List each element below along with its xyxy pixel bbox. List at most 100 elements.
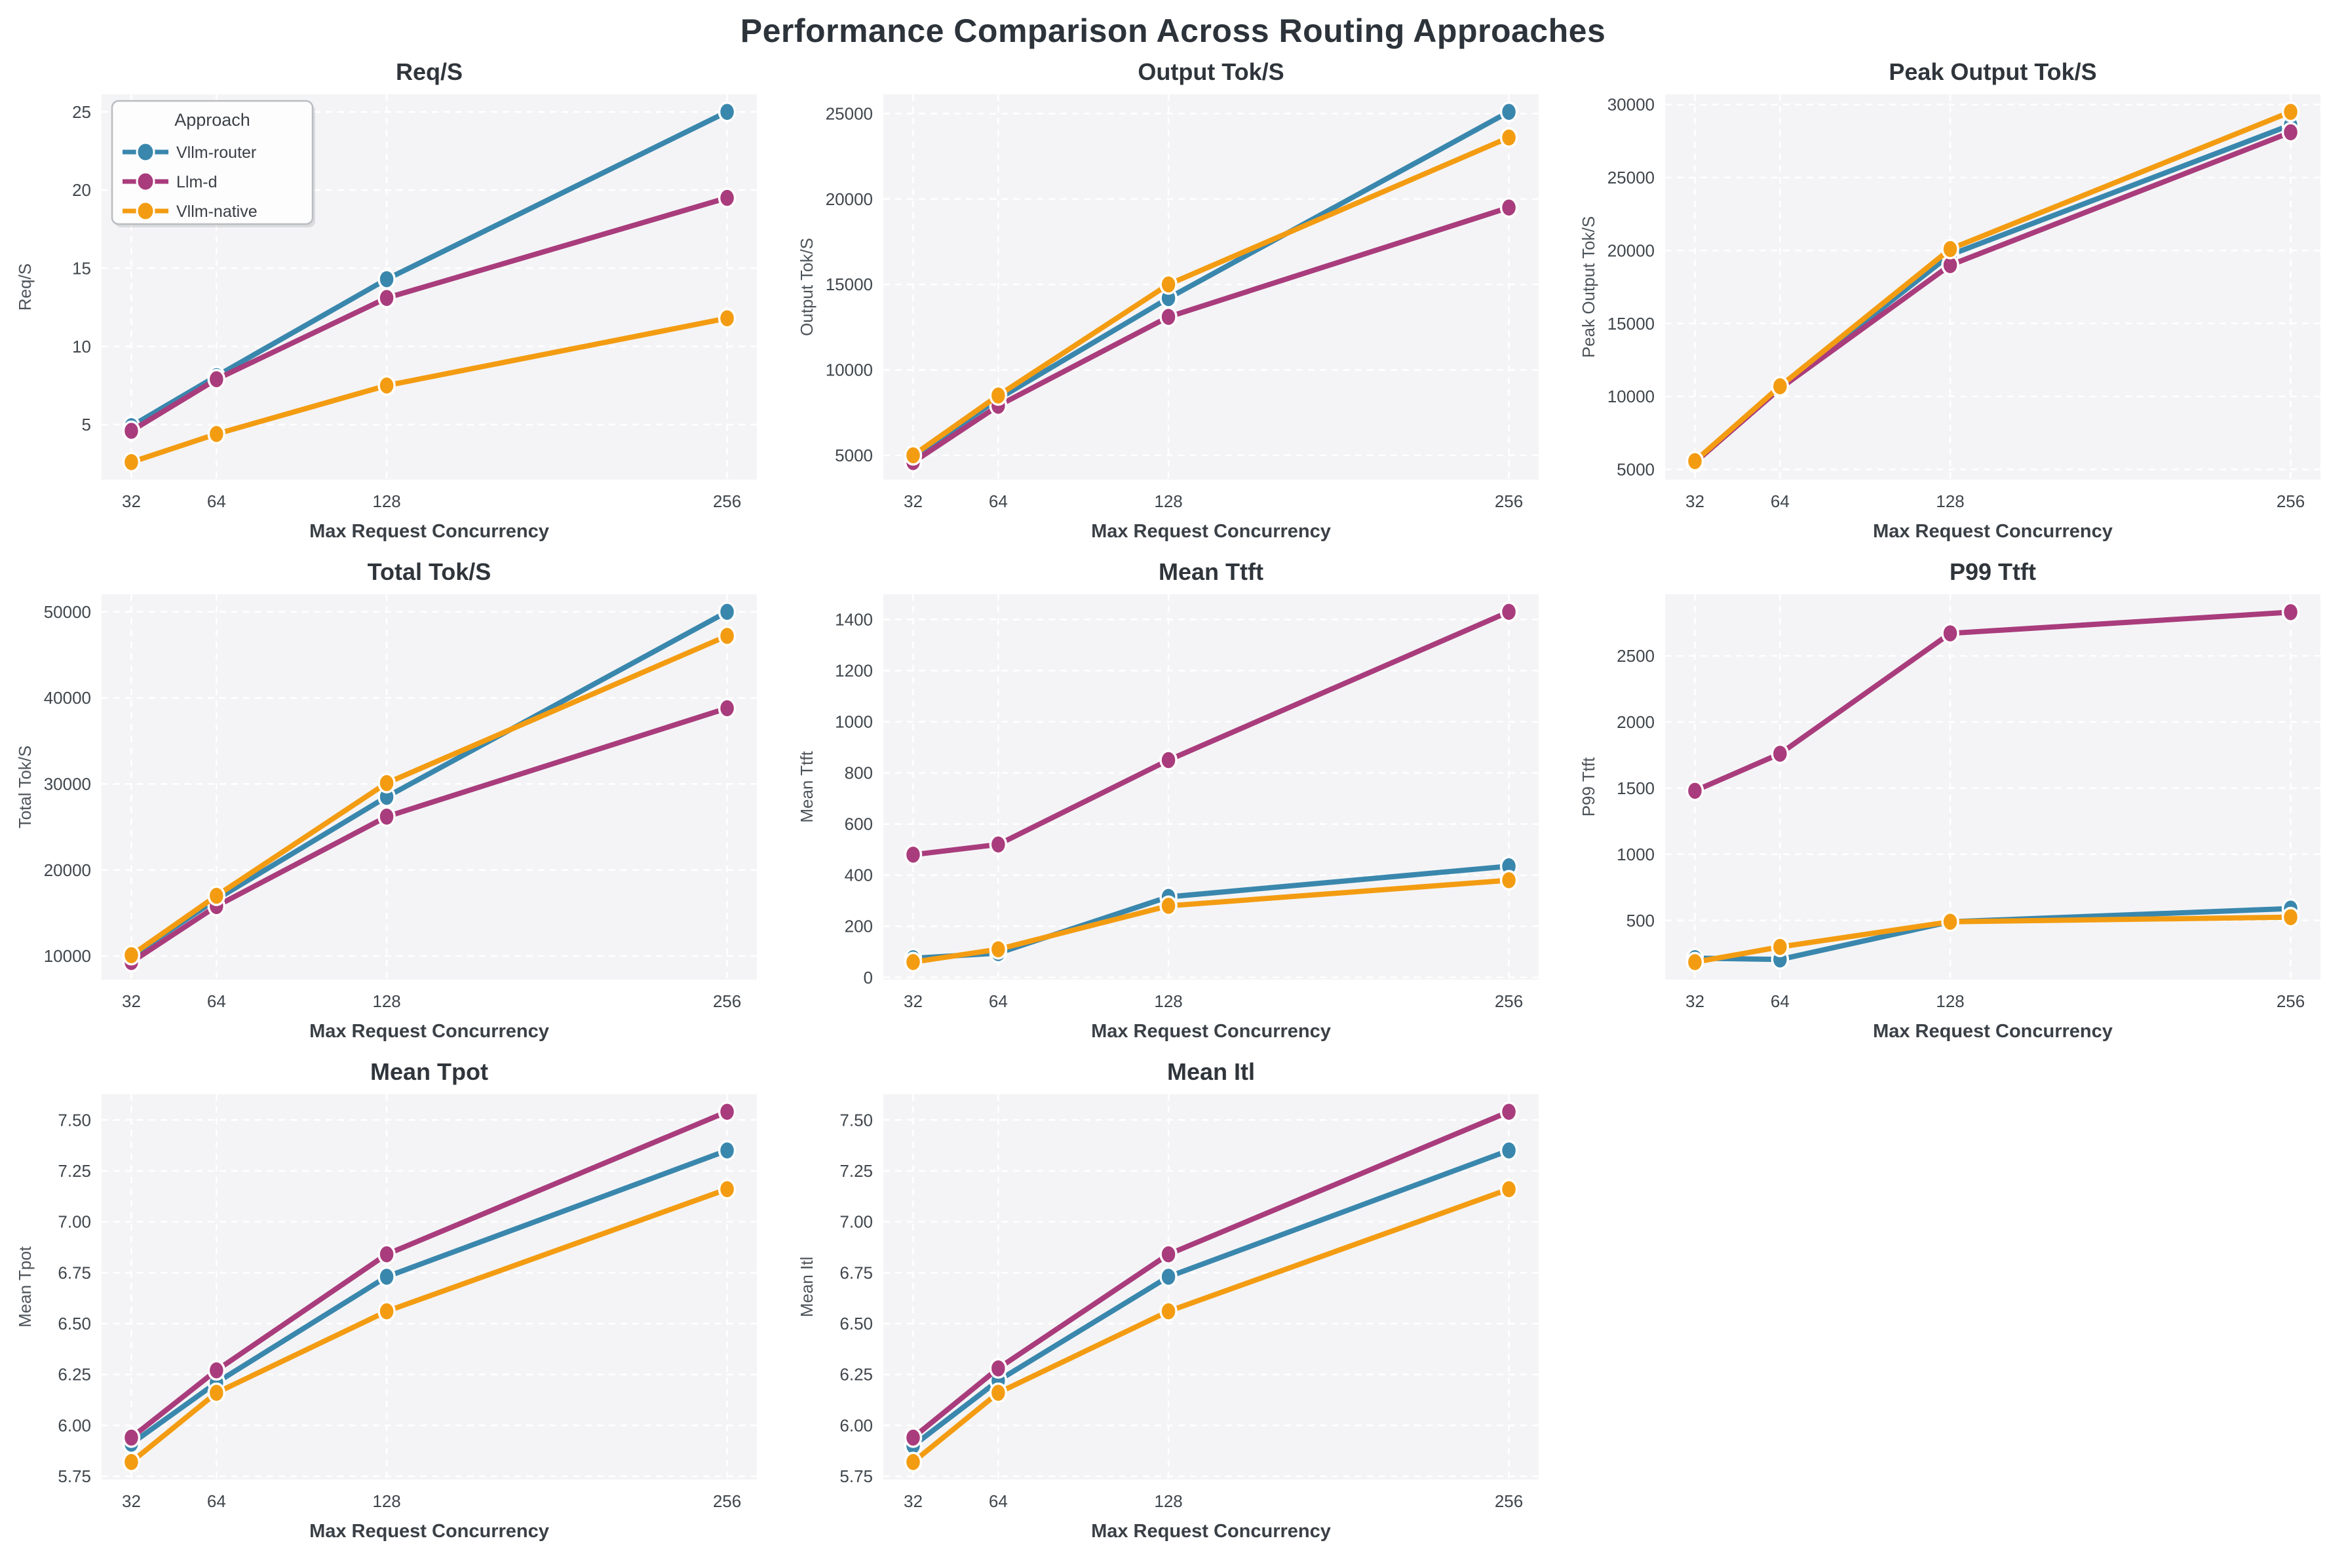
data-point-llm-d [1940,622,1959,644]
x-tick-label: 64 [1770,491,1789,511]
chart-title: Peak Output Tok/S [1889,58,2096,85]
y-tick-label: 15000 [825,275,872,294]
y-axis-label: Mean Tpot [15,1246,35,1328]
data-point-vllm-native [2281,906,2299,928]
chart-title: Req/S [395,58,462,85]
chart-mean-itl: Mean Itl 5.75 6.00 6.25 6.50 6.75 7.00 7.25 7.50… [782,1054,1564,1554]
data-point-vllm-native [1771,936,1789,957]
x-tick-label: 128 [1154,491,1182,511]
data-point-llm-d [1159,750,1178,771]
chart-title: P99 Ttft [1949,558,2035,585]
data-point-vllm-native [207,885,225,906]
data-point-vllm-native [122,1451,140,1473]
x-tick-label: 32 [903,1491,922,1511]
legend-item-llm-d: Llm-d [176,173,218,191]
data-point-vllm-native [1159,274,1178,295]
data-point-vllm-native [1499,870,1518,891]
y-tick-label: 5 [81,415,90,434]
data-point-llm-d [1159,306,1178,328]
data-point-vllm-native [377,375,396,396]
data-point-vllm-native [377,1301,396,1322]
data-point-vllm-native [1940,911,1959,932]
x-axis-label: Max Request Concurrency [1873,521,2113,542]
data-point-llm-d [1159,1244,1178,1265]
chart-title: Mean Itl [1166,1058,1254,1085]
data-point-llm-d [2281,122,2299,143]
data-point-vllm-native [1159,895,1178,917]
y-tick-label: 10000 [43,946,90,966]
data-point-llm-d [207,1360,225,1381]
y-tick-label: 1500 [1617,778,1655,798]
y-tick-label: 1000 [1617,845,1655,864]
y-tick-label: 200 [844,917,872,936]
x-tick-label: 64 [988,491,1007,511]
x-tick-label: 64 [206,1491,225,1511]
y-tick-label: 7.50 [58,1110,91,1130]
data-point-llm-d [377,806,396,828]
x-axis-label: Max Request Concurrency [1873,1021,2113,1042]
y-tick-label: 50000 [43,602,90,622]
series-line-llm-d [910,1109,1512,1440]
data-point-vllm-native [989,1382,1007,1404]
chart-canvas: Total Tok/S 10000 20000 30000 40000 50000 32 64… [15,558,757,1042]
data-point-vllm-router [718,101,736,123]
plot-area [883,594,1539,980]
y-tick-label: 25 [72,102,91,122]
data-point-vllm-router [377,1266,396,1288]
series-line-vllm-native [1691,914,2294,965]
legend-item-vllm-router: Vllm-router [176,143,256,162]
y-tick-label: 15 [72,258,91,278]
x-tick-label: 64 [206,991,225,1011]
plot-area [1664,94,2320,480]
x-tick-label: 32 [1685,991,1704,1011]
data-point-vllm-native [718,1179,736,1200]
y-tick-label: 10 [72,337,91,356]
x-tick-label: 256 [1494,991,1522,1011]
x-tick-label: 256 [2276,491,2304,511]
x-tick-label: 32 [121,1491,140,1511]
legend: Approach Vllm-router Llm-d Vllm-native [111,100,315,227]
data-point-vllm-router [718,601,736,622]
series-line-vllm-native [128,633,730,958]
y-tick-label: 10000 [825,360,872,380]
y-axis-label: Peak Output Tok/S [1579,216,1598,358]
x-tick-label: 256 [1494,1491,1522,1511]
y-tick-label: 6.75 [839,1263,873,1282]
data-point-llm-d [904,844,922,866]
chart-canvas: Mean Itl 5.75 6.00 6.25 6.50 6.75 7.00 7.25 7.50… [797,1058,1539,1542]
y-tick-label: 5000 [1617,460,1655,480]
data-point-vllm-native [904,445,922,466]
x-tick-label: 32 [903,991,922,1011]
y-tick-label: 20000 [825,189,872,209]
x-tick-label: 256 [712,991,740,1011]
series-line-vllm-native [910,134,1512,458]
data-point-llm-d [718,698,736,719]
data-point-llm-d [377,1244,396,1265]
x-axis-label: Max Request Concurrency [309,1521,549,1542]
y-tick-label: 30000 [1607,95,1654,115]
series-line-llm-d [910,204,1512,465]
legend-title: Approach [174,110,250,130]
chart-title: Output Tok/S [1138,58,1284,85]
y-tick-label: 600 [844,814,872,834]
data-point-vllm-native [904,951,922,973]
data-point-llm-d [1771,743,1789,765]
data-point-vllm-native [1159,1301,1178,1322]
data-point-llm-d [718,187,736,208]
plot-area [101,1094,757,1480]
y-tick-label: 40000 [43,688,90,708]
y-tick-label: 1400 [835,610,873,630]
x-tick-label: 256 [1494,491,1522,511]
data-point-llm-d [1499,601,1518,622]
x-tick-label: 256 [712,491,740,511]
x-tick-label: 64 [988,1491,1007,1511]
x-tick-label: 32 [1685,491,1704,511]
data-point-vllm-native [122,945,140,966]
chart-title: Total Tok/S [367,558,491,585]
x-tick-label: 32 [903,491,922,511]
y-tick-label: 25000 [825,104,872,123]
y-tick-label: 6.50 [839,1314,873,1333]
y-tick-label: 7.50 [839,1110,873,1130]
y-tick-label: 7.00 [839,1212,873,1232]
